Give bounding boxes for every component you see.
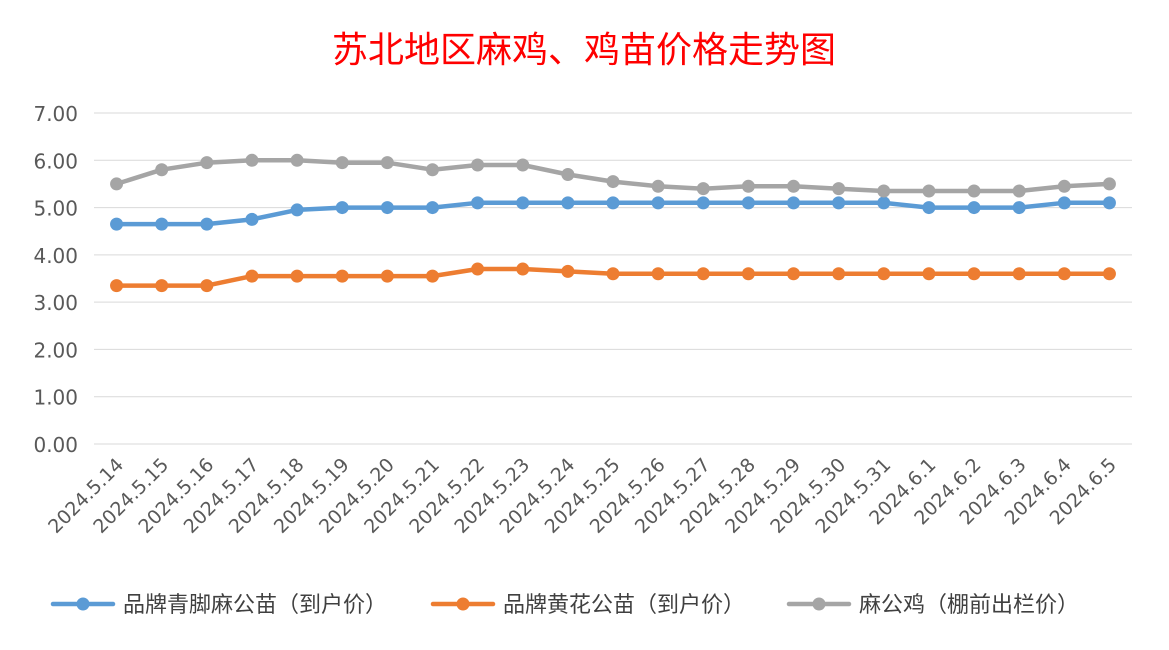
- data-point: [922, 201, 936, 215]
- data-point: [1012, 267, 1026, 281]
- data-point: [1057, 196, 1071, 210]
- data-point: [1057, 179, 1071, 193]
- y-axis-ticks: 0.00 1.00 2.00 3.00 4.00 5.00 6.00 7.00: [33, 102, 78, 457]
- legend-label: 品牌黄花公苗（到户价）: [503, 593, 745, 618]
- data-point: [967, 267, 981, 281]
- data-point: [245, 212, 259, 226]
- data-point: [200, 217, 214, 231]
- data-point: [741, 196, 755, 210]
- data-point: [651, 196, 665, 210]
- legend-item: 麻公鸡（棚前出栏价）: [786, 593, 1079, 618]
- series-3: [110, 153, 1116, 198]
- data-point: [110, 279, 124, 293]
- data-point: [335, 156, 349, 170]
- data-point: [380, 269, 394, 283]
- data-point: [245, 153, 259, 167]
- data-point: [471, 158, 485, 172]
- data-point: [200, 156, 214, 170]
- data-point: [1102, 177, 1116, 191]
- x-axis-ticks: 2024.5.142024.5.152024.5.162024.5.172024…: [44, 454, 1121, 538]
- data-point: [290, 153, 304, 167]
- data-point: [471, 262, 485, 276]
- data-point: [471, 196, 485, 210]
- y-tick-label: 6.00: [33, 149, 78, 173]
- y-tick-label: 5.00: [33, 197, 78, 221]
- y-tick-label: 7.00: [33, 102, 78, 126]
- data-point: [832, 196, 846, 210]
- data-point: [380, 156, 394, 170]
- data-point: [516, 262, 530, 276]
- data-point: [155, 279, 169, 293]
- legend-swatch-marker: [456, 597, 470, 611]
- y-tick-label: 4.00: [33, 244, 78, 268]
- data-point: [922, 184, 936, 198]
- data-point: [561, 167, 575, 181]
- legend-swatch-marker: [76, 597, 90, 611]
- data-point: [290, 203, 304, 217]
- data-point: [155, 217, 169, 231]
- data-point: [696, 182, 710, 196]
- data-point: [606, 267, 620, 281]
- data-point: [967, 184, 981, 198]
- data-point: [1057, 267, 1071, 281]
- data-point: [877, 267, 891, 281]
- legend-label: 麻公鸡（棚前出栏价）: [859, 593, 1079, 618]
- data-point: [696, 267, 710, 281]
- data-point: [245, 269, 259, 283]
- y-tick-label: 0.00: [33, 433, 78, 457]
- data-point: [877, 184, 891, 198]
- data-point: [425, 163, 439, 177]
- data-point: [877, 196, 891, 210]
- legend: 品牌青脚麻公苗（到户价） 品牌黄花公苗（到户价） 麻公鸡（棚前出栏价）: [50, 593, 1079, 618]
- data-point: [1102, 267, 1116, 281]
- data-point: [561, 264, 575, 278]
- data-point: [335, 201, 349, 215]
- data-point: [155, 163, 169, 177]
- legend-swatch-marker: [812, 597, 826, 611]
- data-point: [1012, 184, 1026, 198]
- chart-title: 苏北地区麻鸡、鸡苗价格走势图: [332, 30, 836, 71]
- data-point: [516, 196, 530, 210]
- data-point: [787, 196, 801, 210]
- data-point: [696, 196, 710, 210]
- data-point: [335, 269, 349, 283]
- data-point: [832, 267, 846, 281]
- data-point: [290, 269, 304, 283]
- legend-label: 品牌青脚麻公苗（到户价）: [123, 593, 387, 618]
- data-point: [922, 267, 936, 281]
- data-point: [425, 269, 439, 283]
- data-point: [200, 279, 214, 293]
- y-tick-label: 3.00: [33, 291, 78, 315]
- series-2: [110, 262, 1116, 293]
- data-point: [606, 175, 620, 189]
- data-point: [425, 201, 439, 215]
- legend-item: 品牌青脚麻公苗（到户价）: [50, 593, 387, 618]
- data-point: [741, 267, 755, 281]
- data-point: [741, 179, 755, 193]
- series-layer: [110, 153, 1116, 293]
- data-point: [967, 201, 981, 215]
- y-tick-label: 2.00: [33, 338, 78, 362]
- data-point: [1012, 201, 1026, 215]
- data-point: [110, 217, 124, 231]
- data-point: [516, 158, 530, 172]
- data-point: [606, 196, 620, 210]
- series-1: [110, 196, 1116, 231]
- y-tick-label: 1.00: [33, 386, 78, 410]
- legend-item: 品牌黄花公苗（到户价）: [430, 593, 745, 618]
- data-point: [1102, 196, 1116, 210]
- data-point: [832, 182, 846, 196]
- data-point: [561, 196, 575, 210]
- data-point: [787, 267, 801, 281]
- data-point: [380, 201, 394, 215]
- data-point: [110, 177, 124, 191]
- data-point: [651, 267, 665, 281]
- data-point: [651, 179, 665, 193]
- data-point: [787, 179, 801, 193]
